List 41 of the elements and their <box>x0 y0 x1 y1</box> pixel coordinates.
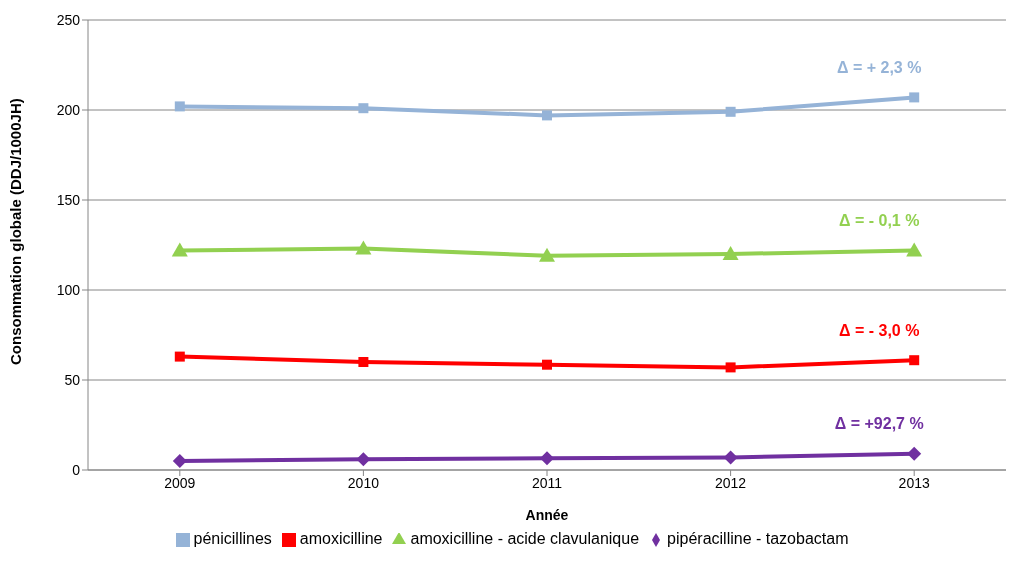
x-tick-label: 2010 <box>347 474 380 491</box>
point <box>355 240 372 255</box>
y-axis-title: Consommation globale (DDJ/1000JH) <box>7 98 25 365</box>
point <box>909 92 920 103</box>
point <box>172 454 187 468</box>
point <box>358 103 369 114</box>
point <box>909 355 920 366</box>
annotation: Δ = - 3,0 % <box>838 321 920 339</box>
x-tick-label: 2012 <box>715 474 747 491</box>
point <box>542 110 552 121</box>
point <box>725 362 736 373</box>
legend-label: pipéracilline - tazobactam <box>667 530 849 547</box>
y-tick-label: 100 <box>56 281 81 298</box>
annotation: Δ = - 0,1 % <box>838 212 920 230</box>
point <box>356 452 371 467</box>
point <box>171 242 188 257</box>
point <box>725 106 736 117</box>
point <box>906 242 923 257</box>
x-tick-label: 2009 <box>164 474 196 491</box>
legend-label: amoxicilline - acide clavulanique <box>410 530 640 547</box>
y-tick-label: 0 <box>72 461 81 478</box>
point <box>539 247 555 262</box>
x-tick-label: 2013 <box>898 474 930 491</box>
legend-label: amoxicilline <box>299 530 383 547</box>
y-tick-label: 200 <box>56 101 81 118</box>
x-axis-title: Année <box>525 507 569 523</box>
y-tick-label: 50 <box>64 371 81 388</box>
point <box>723 450 738 465</box>
x-tick-label: 2011 <box>531 474 563 491</box>
legend-label: pénicillines <box>193 530 272 547</box>
point <box>540 451 554 466</box>
y-tick-label: 150 <box>56 191 81 208</box>
point <box>358 357 369 367</box>
annotation: Δ = +92,7 % <box>834 415 924 433</box>
point <box>542 359 552 370</box>
point <box>174 101 185 112</box>
point <box>907 446 922 461</box>
y-tick-label: 250 <box>56 11 81 28</box>
point <box>722 246 739 260</box>
point <box>174 351 185 362</box>
annotation: Δ = + 2,3 % <box>836 59 922 77</box>
